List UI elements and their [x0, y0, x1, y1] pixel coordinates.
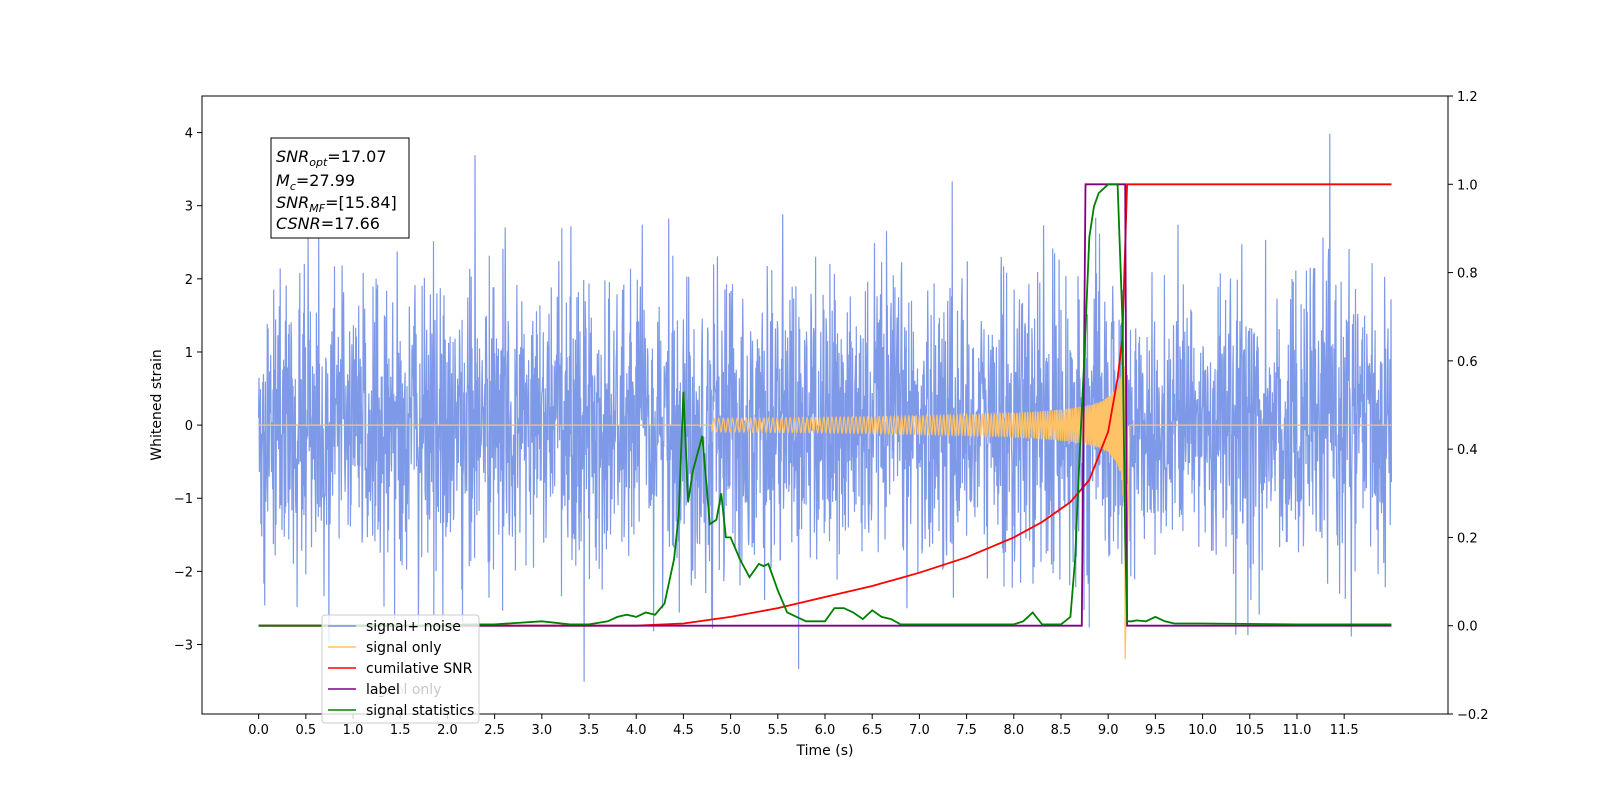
y-tick-label-left: −1: [174, 492, 193, 507]
legend-label: signal statistics: [366, 703, 474, 719]
legend-entry-signal-noise: signal+ noise: [328, 619, 461, 635]
x-tick-label: 11.0: [1282, 723, 1311, 738]
x-tick-label: 8.0: [1003, 723, 1024, 738]
plot-area: [258, 133, 1393, 682]
series-signal-statistics: [258, 183, 1392, 627]
y-tick-label-left: 3: [185, 200, 193, 215]
x-tick-label: 11.5: [1330, 723, 1359, 738]
legend-label: cumilative SNR: [366, 661, 473, 677]
x-tick-label: 6.5: [862, 723, 883, 738]
x-tick-label: 6.0: [815, 723, 836, 738]
series-signal-only: [258, 352, 1392, 660]
legend-label: signal only: [366, 640, 441, 656]
series-label: [258, 183, 1392, 627]
legend-entry-cumilative-snr: cumilative SNR: [328, 661, 473, 677]
x-tick-label: 10.0: [1188, 723, 1217, 738]
legend: signal+ noise signal only cumilative SNR…: [321, 614, 480, 724]
y-axis-right: −0.2 0.0 0.2 0.4 0.6 0.8 1.0 1.2: [1448, 90, 1489, 723]
legend-entry-signal-statistics: signal statistics: [328, 703, 474, 719]
y-tick-label-right: 0.0: [1457, 620, 1478, 635]
annotation-mc: Mc=27.99: [276, 171, 355, 193]
y-tick-label-left: 4: [185, 127, 193, 142]
series-cumilative-snr: [258, 183, 1392, 627]
legend-label: signal+ noise: [366, 619, 461, 635]
y-axis-left: −3 −2 −1 0 1 2 3 4: [174, 127, 202, 654]
y-tick-label-right: 0.2: [1457, 531, 1478, 546]
x-tick-label: 2.5: [484, 723, 505, 738]
x-tick-label: 5.0: [720, 723, 741, 738]
y-tick-label-right: 1.2: [1457, 90, 1478, 105]
x-axis: 0.0 0.5 1.0 1.5 2.0 2.5 3.0 3.5 4.0 4.5 5.0 5.5 6.0 6…: [248, 714, 1359, 738]
x-tick-label: 2.0: [437, 723, 458, 738]
x-tick-label: 9.0: [1098, 723, 1119, 738]
x-tick-label: 0.0: [248, 723, 269, 738]
x-tick-label: 8.5: [1051, 723, 1072, 738]
legend-entry-signal-only: signal only: [328, 640, 441, 656]
legend-entry-label: label: [328, 680, 402, 698]
x-tick-label: 7.5: [956, 723, 977, 738]
x-tick-label: 1.5: [390, 723, 411, 738]
x-tick-label: 5.5: [767, 723, 788, 738]
x-tick-label: 10.5: [1235, 723, 1264, 738]
x-tick-label: 9.5: [1145, 723, 1166, 738]
x-tick-label: 7.0: [909, 723, 930, 738]
y-tick-label-left: 2: [185, 273, 193, 288]
y-tick-label-right: −0.2: [1457, 708, 1489, 723]
annotation-box: SNRopt=17.07 Mc=27.99 SNRMF=[15.84] CSNR…: [270, 137, 410, 239]
y-tick-label-left: 0: [185, 419, 193, 434]
annotation-snr-mf: SNRMF=[15.84]: [276, 193, 397, 215]
y-tick-label-right: 0.4: [1457, 443, 1478, 458]
x-tick-label: 3.5: [579, 723, 600, 738]
y-tick-label-right: 0.6: [1457, 355, 1478, 370]
y-tick-label-left: 1: [185, 346, 193, 361]
x-tick-label: 4.5: [673, 723, 694, 738]
annotation-snr-opt: SNRopt=17.07: [276, 147, 387, 169]
y-tick-label-left: −3: [174, 639, 193, 654]
legend-label: label: [366, 682, 400, 698]
x-tick-label: 3.0: [531, 723, 552, 738]
y-tick-label-left: −2: [174, 565, 193, 580]
x-axis-title: Time (s): [796, 743, 854, 759]
series-signal-noise: [258, 133, 1393, 682]
y-axis-title: Whitened strain: [149, 349, 165, 460]
annotation-csnr: CSNR=17.66: [276, 214, 380, 233]
x-tick-label: 1.0: [343, 723, 364, 738]
x-tick-label: 4.0: [626, 723, 647, 738]
y-tick-label-right: 1.0: [1457, 178, 1478, 193]
y-tick-label-right: 0.8: [1457, 267, 1478, 282]
x-tick-label: 0.5: [295, 723, 316, 738]
